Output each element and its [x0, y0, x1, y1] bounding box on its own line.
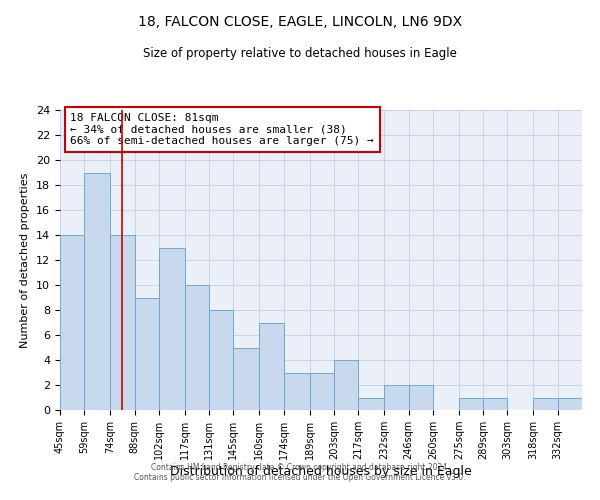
Bar [558, 398, 582, 410]
Text: 18, FALCON CLOSE, EAGLE, LINCOLN, LN6 9DX: 18, FALCON CLOSE, EAGLE, LINCOLN, LN6 9D… [138, 15, 462, 29]
Bar [459, 398, 483, 410]
Bar [284, 372, 310, 410]
Bar [259, 322, 284, 410]
Bar [110, 235, 134, 410]
Text: 18 FALCON CLOSE: 81sqm
← 34% of detached houses are smaller (38)
66% of semi-det: 18 FALCON CLOSE: 81sqm ← 34% of detached… [70, 113, 374, 146]
Text: Size of property relative to detached houses in Eagle: Size of property relative to detached ho… [143, 48, 457, 60]
Bar [483, 398, 508, 410]
Bar [409, 385, 433, 410]
Bar [84, 172, 110, 410]
Bar [533, 398, 558, 410]
Bar [384, 385, 409, 410]
Y-axis label: Number of detached properties: Number of detached properties [20, 172, 31, 348]
Bar [310, 372, 334, 410]
Bar [159, 248, 185, 410]
Bar [134, 298, 159, 410]
Bar [209, 310, 233, 410]
Bar [358, 398, 384, 410]
Text: Contains HM Land Registry data © Crown copyright and database right 2024.
Contai: Contains HM Land Registry data © Crown c… [134, 463, 466, 482]
Bar [60, 235, 84, 410]
Bar [185, 285, 209, 410]
X-axis label: Distribution of detached houses by size in Eagle: Distribution of detached houses by size … [170, 465, 472, 478]
Bar [334, 360, 358, 410]
Bar [233, 348, 259, 410]
